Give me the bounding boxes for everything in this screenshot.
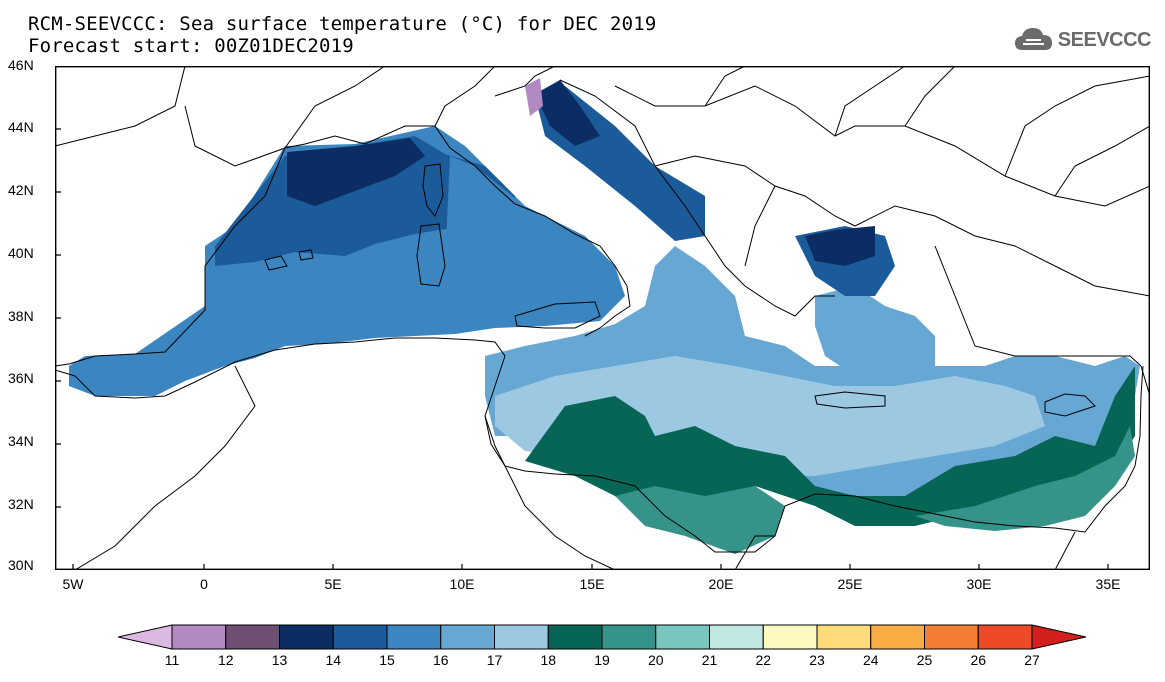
lon-label-20e: 20E — [708, 576, 734, 592]
colorbar-swatch — [924, 624, 979, 650]
colorbar-tick-label: 16 — [432, 652, 449, 668]
lat-label-32n: 32N — [8, 496, 34, 512]
lon-label-30e: 30E — [966, 576, 992, 592]
colorbar-swatch — [977, 624, 1033, 650]
colorbar-swatch — [332, 624, 388, 650]
lat-label-40n: 40N — [8, 245, 34, 261]
sst-zone-levant-20 — [915, 426, 1135, 531]
colorbar-swatch — [494, 624, 549, 650]
colorbar-tick-label: 14 — [325, 652, 342, 668]
lat-label-44n: 44N — [8, 119, 34, 135]
colorbar-tick-label: 25 — [916, 652, 933, 668]
colorbar-swatch — [655, 624, 710, 650]
lon-label-25e: 25E — [837, 576, 863, 592]
colorbar-tick-label: 24 — [862, 652, 879, 668]
lon-label-35e: 35E — [1095, 576, 1121, 592]
lat-label-46n: 46N — [8, 57, 34, 73]
map-title: RCM-SEEVCCC: Sea surface temperature (°C… — [28, 13, 657, 35]
colorbar-tick-label: 17 — [486, 652, 503, 668]
sst-zone-adriatic-14 — [535, 80, 600, 146]
colorbar-swatch — [225, 624, 280, 650]
sardinia-outline — [416, 223, 446, 287]
colorbar-tick-label: 11 — [164, 652, 180, 668]
colorbar-swatch — [816, 624, 872, 650]
colorbar-swatch — [762, 624, 818, 650]
lon-label-0: 0 — [200, 576, 208, 592]
lat-label-30n: 30N — [8, 557, 34, 573]
colorbar-tick-label: 15 — [379, 652, 395, 668]
colorbar-under-triangle — [117, 624, 173, 650]
colorbar-tick-label: 18 — [540, 652, 557, 668]
colorbar-tick-label: 21 — [701, 652, 718, 668]
lat-label-38n: 38N — [8, 308, 34, 324]
corsica-outline — [422, 163, 444, 217]
cyprus-outline — [1044, 393, 1096, 417]
crete-outline — [814, 391, 886, 409]
colorbar-tick-label: 13 — [271, 652, 288, 668]
sst-map — [55, 66, 1150, 570]
sst-zone-west-14 — [287, 138, 425, 206]
colorbar-tick-label: 12 — [217, 652, 234, 668]
cloud-icon — [1014, 28, 1052, 50]
colorbar-swatch — [601, 624, 657, 650]
colorbar-tick-label: 20 — [647, 652, 664, 668]
colorbar-over-triangle — [1031, 624, 1087, 650]
lon-label-5w: 5W — [62, 576, 84, 592]
colorbar-swatch — [709, 624, 764, 650]
lon-label-10e: 10E — [449, 576, 475, 592]
colorbar-tick-label: 27 — [1024, 652, 1040, 668]
colorbar-tick-label: 19 — [594, 652, 610, 668]
lat-label-36n: 36N — [8, 370, 34, 386]
colorbar-swatch — [171, 624, 227, 650]
balearic-outline — [264, 249, 314, 271]
colorbar-tick-label: 23 — [809, 652, 825, 668]
sst-zone-adriatic-12 — [525, 78, 543, 116]
lat-label-42n: 42N — [8, 182, 34, 198]
colorbar-swatch — [870, 624, 925, 650]
sst-zone-aegean-17 — [815, 286, 935, 376]
lon-label-5e: 5E — [324, 576, 342, 592]
seevccc-logo: SEEVCCC — [1014, 26, 1152, 54]
lon-label-15e: 15E — [579, 576, 605, 592]
colorbar-swatch — [440, 624, 495, 650]
colorbar-tick-label: 22 — [755, 652, 772, 668]
colorbar-swatch — [386, 624, 442, 650]
sst-zone-aegean-14 — [805, 226, 875, 266]
lat-label-34n: 34N — [8, 433, 34, 449]
colorbar-swatch — [279, 624, 334, 650]
coastlines-and-borders — [55, 66, 1150, 570]
sicily-outline — [514, 301, 601, 329]
colorbar-tick-label: 26 — [970, 652, 987, 668]
logo-text: SEEVCCC — [1057, 28, 1152, 51]
forecast-start-label: Forecast start: 00Z01DEC2019 — [28, 35, 354, 57]
map-ticks — [55, 66, 1109, 570]
sst-zone-south-20 — [615, 486, 785, 554]
temperature-colorbar — [117, 624, 1087, 650]
sst-zone-tyrrhenian — [445, 156, 625, 328]
colorbar-swatch — [547, 624, 603, 650]
